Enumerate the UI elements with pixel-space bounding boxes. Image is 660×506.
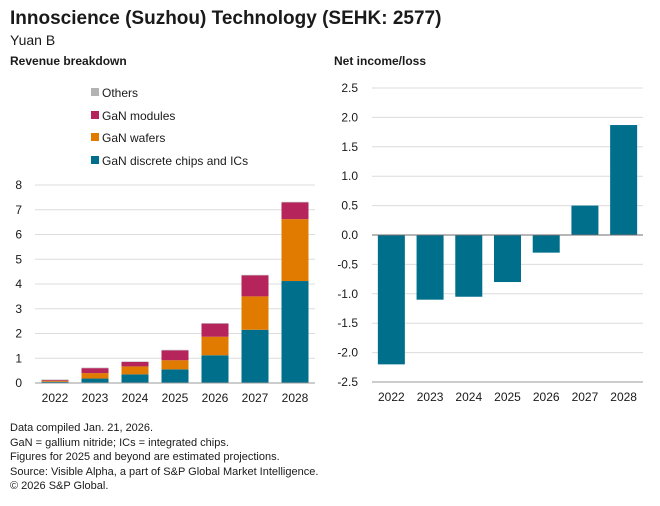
revenue-bar-gan-modules bbox=[281, 202, 309, 220]
revenue-bar-gan-wafers bbox=[81, 373, 109, 379]
footnote-date: Data compiled Jan. 21, 2026. bbox=[10, 422, 154, 434]
netincome-y-tick-label: 1.0 bbox=[341, 169, 358, 183]
legend-label-gan-discrete: GaN discrete chips and ICs bbox=[102, 154, 248, 168]
netincome-bar bbox=[610, 125, 638, 235]
revenue-bar-gan-wafers bbox=[121, 366, 149, 375]
netincome-x-tick-label: 2025 bbox=[494, 390, 521, 404]
footnote-gan-definition: GaN = gallium nitride; ICs = integrated … bbox=[10, 436, 229, 449]
revenue-bar-gan-modules bbox=[81, 368, 109, 374]
revenue-bar-gan-discrete bbox=[241, 329, 269, 383]
revenue-bar-gan-modules bbox=[241, 275, 269, 297]
legend-swatch-others bbox=[91, 88, 99, 96]
revenue-y-tick-label: 2 bbox=[15, 327, 22, 341]
legend-label-gan-wafers: GaN wafers bbox=[102, 131, 165, 145]
revenue-y-tick-label: 6 bbox=[15, 228, 22, 242]
revenue-chart-title: Revenue breakdown bbox=[10, 54, 127, 68]
netincome-bar bbox=[571, 205, 599, 235]
netincome-x-tick-label: 2026 bbox=[533, 390, 560, 404]
revenue-x-tick-label: 2025 bbox=[162, 391, 189, 405]
netincome-y-tick-label: -0.5 bbox=[337, 257, 358, 271]
net-income-chart: -2.5 -2.0 -1.5 -1.0 -0.5 0.0 0.5 1.0 1.5 2.0 2.5 20… bbox=[337, 81, 643, 404]
netincome-y-tick-label: 2.5 bbox=[341, 81, 358, 95]
page-subtitle: Yuan B bbox=[10, 32, 56, 48]
footnote-projections: Figures for 2025 and beyond are estimate… bbox=[10, 451, 280, 464]
revenue-y-tick-label: 4 bbox=[15, 277, 22, 291]
net-income-chart-title: Net income/loss bbox=[334, 54, 427, 68]
revenue-x-tick-label: 2028 bbox=[282, 391, 309, 405]
revenue-bar-gan-wafers bbox=[41, 380, 69, 382]
netincome-y-tick-label: -2.5 bbox=[337, 375, 358, 389]
revenue-breakdown-chart: 0 1 2 3 4 5 6 7 8 2022 2023 2024 2025 2026 2027 2028 Oth… bbox=[15, 86, 315, 405]
revenue-bar-gan-discrete bbox=[121, 374, 149, 383]
page-title: Innoscience (Suzhou) Technology (SEHK: 2… bbox=[10, 8, 442, 29]
revenue-y-tick-label: 3 bbox=[15, 302, 22, 316]
revenue-x-tick-label: 2024 bbox=[122, 391, 149, 405]
netincome-bar bbox=[494, 235, 521, 283]
netincome-y-tick-label: -2.0 bbox=[337, 346, 358, 360]
revenue-y-tick-label: 0 bbox=[15, 376, 22, 390]
legend-label-gan-modules: GaN modules bbox=[102, 109, 175, 123]
footnote-copyright: © 2026 S&P Global. bbox=[10, 480, 109, 493]
revenue-bar-gan-modules bbox=[121, 361, 149, 367]
footnotes: Data compiled Jan. 21, 2026. GaN = galli… bbox=[10, 421, 318, 494]
revenue-bar-gan-wafers bbox=[201, 336, 229, 356]
netincome-x-tick-label: 2027 bbox=[572, 390, 599, 404]
revenue-x-tick-label: 2023 bbox=[82, 391, 109, 405]
revenue-bar-gan-discrete bbox=[281, 281, 309, 383]
revenue-bar-gan-wafers bbox=[241, 296, 269, 330]
netincome-bar bbox=[416, 235, 444, 300]
revenue-y-tick-label: 1 bbox=[15, 351, 22, 365]
netincome-x-tick-label: 2023 bbox=[417, 390, 444, 404]
netincome-x-tick-label: 2024 bbox=[455, 390, 482, 404]
legend-swatch-gan-modules bbox=[91, 111, 99, 119]
revenue-x-tick-label: 2022 bbox=[42, 391, 69, 405]
netincome-bar bbox=[455, 235, 483, 297]
revenue-bar-gan-discrete bbox=[161, 369, 189, 383]
netincome-y-tick-label: -1.5 bbox=[337, 316, 358, 330]
netincome-x-tick-label: 2028 bbox=[610, 390, 637, 404]
revenue-y-tick-label: 8 bbox=[15, 178, 22, 192]
netincome-y-tick-label: 2.0 bbox=[341, 110, 358, 124]
revenue-bar-gan-modules bbox=[41, 380, 69, 381]
revenue-bar-gan-wafers bbox=[281, 219, 309, 282]
netincome-x-tick-label: 2022 bbox=[378, 390, 405, 404]
revenue-x-tick-label: 2027 bbox=[242, 391, 269, 405]
revenue-bar-gan-modules bbox=[161, 350, 189, 361]
revenue-y-tick-label: 7 bbox=[15, 203, 22, 217]
revenue-bar-gan-wafers bbox=[161, 360, 189, 370]
revenue-bar-gan-modules bbox=[201, 323, 229, 337]
netincome-y-tick-label: -1.0 bbox=[337, 287, 358, 301]
netincome-bar bbox=[377, 235, 405, 365]
revenue-bar-gan-discrete bbox=[81, 378, 109, 383]
legend-swatch-gan-wafers bbox=[91, 133, 99, 141]
legend-label-others: Others bbox=[102, 86, 138, 100]
netincome-y-tick-label: 0.0 bbox=[341, 228, 358, 242]
revenue-bar-gan-discrete bbox=[201, 355, 229, 383]
footnote-source: Source: Visible Alpha, a part of S&P Glo… bbox=[10, 465, 319, 478]
netincome-y-tick-label: 1.5 bbox=[341, 140, 358, 154]
netincome-y-tick-label: 0.5 bbox=[341, 199, 358, 213]
netincome-bar bbox=[532, 235, 560, 253]
revenue-y-tick-label: 5 bbox=[15, 252, 22, 266]
legend-swatch-gan-discrete bbox=[91, 156, 99, 164]
revenue-x-tick-label: 2026 bbox=[202, 391, 229, 405]
revenue-bar-gan-discrete bbox=[41, 381, 69, 383]
